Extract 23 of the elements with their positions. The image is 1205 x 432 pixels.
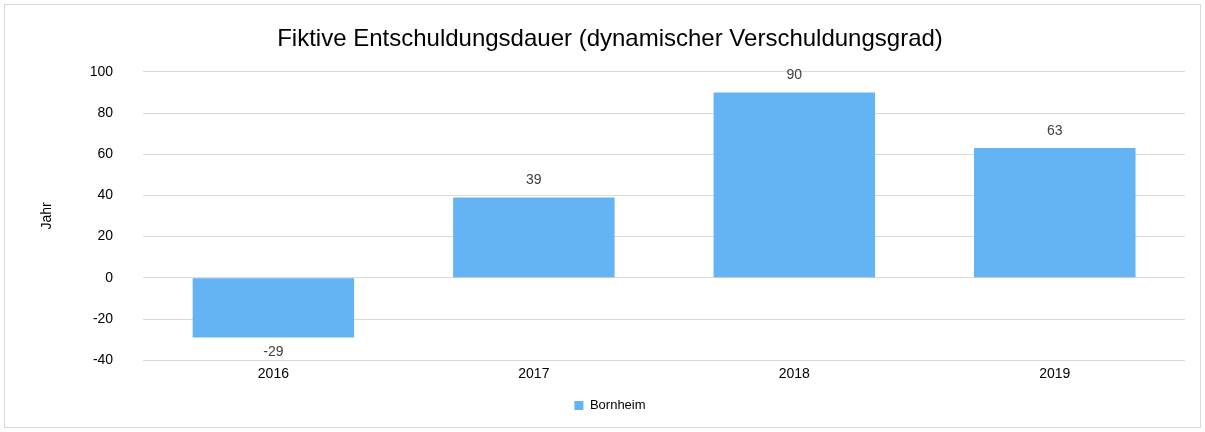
y-tick-label: 100	[89, 62, 114, 79]
y-tick-label: -40	[92, 351, 114, 368]
y-axis-title: Jahr	[38, 202, 55, 230]
data-label: 90	[786, 66, 803, 83]
bar	[453, 197, 615, 278]
bar	[192, 278, 355, 338]
x-tick-label: 2016	[257, 365, 290, 382]
data-label: 63	[1046, 121, 1063, 138]
data-label: 39	[526, 171, 542, 188]
bar	[713, 92, 876, 278]
x-tick-label: 2017	[518, 365, 550, 382]
y-tick-label: 80	[97, 103, 114, 120]
y-tick-label: 20	[97, 227, 114, 244]
chart-title: Fiktive Entschuldungsdauer (dynamischer Verschuldungsgrad)	[277, 24, 943, 52]
y-tick-label: -20	[92, 309, 114, 326]
x-tick-label: 2018	[778, 365, 811, 382]
y-tick-label: 60	[97, 145, 114, 162]
legend-label: Bornheim	[589, 397, 646, 413]
y-tick-label: 0	[105, 268, 114, 285]
y-tick-label: 40	[97, 186, 114, 203]
x-tick-label: 2019	[1039, 365, 1071, 382]
bar	[974, 148, 1136, 278]
data-label: -29	[263, 343, 284, 360]
